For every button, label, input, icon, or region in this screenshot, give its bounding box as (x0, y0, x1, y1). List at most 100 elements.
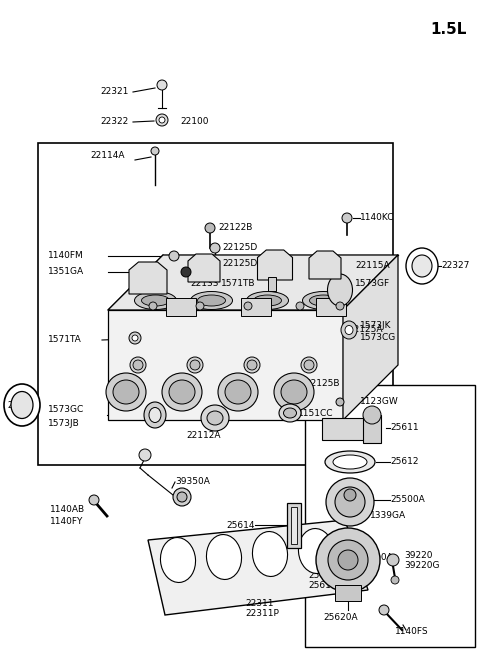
Text: 22321: 22321 (100, 87, 128, 97)
Text: 1.5L: 1.5L (430, 22, 467, 37)
Text: 22114A: 22114A (90, 150, 124, 160)
Circle shape (363, 406, 381, 424)
Text: 25620A: 25620A (308, 570, 343, 579)
Bar (108, 310, 343, 420)
Circle shape (139, 449, 151, 461)
Ellipse shape (279, 404, 301, 422)
Bar (38, 143, 393, 465)
Ellipse shape (284, 408, 297, 418)
Polygon shape (148, 520, 368, 615)
Text: 22100: 22100 (180, 118, 208, 127)
Bar (291, 507, 297, 544)
Text: 39220: 39220 (404, 551, 432, 560)
Bar (305, 385, 475, 647)
Bar (268, 277, 276, 291)
Circle shape (133, 360, 143, 370)
Circle shape (316, 528, 380, 592)
Text: 1151CC: 1151CC (298, 409, 334, 417)
Ellipse shape (274, 373, 314, 411)
Circle shape (336, 398, 344, 406)
Circle shape (326, 478, 374, 526)
Ellipse shape (341, 321, 357, 339)
Bar (363, 415, 381, 443)
Text: 1140FS: 1140FS (395, 627, 429, 637)
Text: 22112A: 22112A (186, 430, 220, 440)
Circle shape (205, 223, 215, 233)
Text: 22125D: 22125D (222, 258, 257, 267)
Polygon shape (309, 251, 341, 279)
Bar (166, 298, 195, 315)
Text: 22311P: 22311P (245, 610, 279, 618)
Ellipse shape (333, 455, 367, 469)
Circle shape (335, 487, 365, 517)
Ellipse shape (197, 295, 226, 306)
Ellipse shape (299, 528, 334, 574)
Ellipse shape (149, 407, 161, 422)
Polygon shape (343, 255, 398, 420)
Text: 22133: 22133 (190, 279, 218, 288)
Ellipse shape (201, 405, 229, 431)
Bar (322, 418, 367, 440)
Ellipse shape (134, 292, 177, 309)
Bar (315, 298, 346, 315)
Ellipse shape (162, 373, 202, 411)
Circle shape (187, 357, 203, 373)
Circle shape (296, 302, 304, 310)
Circle shape (156, 114, 168, 126)
Circle shape (247, 360, 257, 370)
Circle shape (328, 540, 368, 580)
Circle shape (181, 267, 191, 277)
Circle shape (177, 492, 187, 502)
Bar (240, 298, 271, 315)
Text: 25611: 25611 (390, 424, 419, 432)
Text: 1140AB: 1140AB (50, 505, 85, 514)
Text: 1140FY: 1140FY (50, 518, 84, 526)
Ellipse shape (218, 373, 258, 411)
Circle shape (196, 302, 204, 310)
Text: 1351GA: 1351GA (48, 267, 84, 277)
Circle shape (304, 360, 314, 370)
Circle shape (173, 488, 191, 506)
Ellipse shape (207, 411, 223, 425)
Text: 1573CG: 1573CG (360, 332, 396, 342)
Circle shape (387, 554, 399, 566)
Circle shape (210, 243, 220, 253)
Ellipse shape (169, 380, 195, 404)
Text: 25614: 25614 (227, 520, 255, 530)
Bar (335, 585, 361, 601)
Bar (287, 503, 301, 548)
Ellipse shape (191, 292, 232, 309)
Circle shape (159, 117, 165, 123)
Ellipse shape (11, 392, 33, 419)
Ellipse shape (345, 325, 353, 334)
Circle shape (190, 360, 200, 370)
Circle shape (169, 251, 179, 261)
Text: 1573JB: 1573JB (48, 419, 80, 428)
Circle shape (244, 302, 252, 310)
Text: 22311: 22311 (245, 599, 274, 608)
Text: 22327: 22327 (441, 261, 469, 271)
Text: 1571TA: 1571TA (48, 336, 82, 344)
Ellipse shape (106, 373, 146, 411)
Circle shape (129, 332, 141, 344)
Ellipse shape (225, 380, 251, 404)
Ellipse shape (160, 537, 195, 583)
Text: 22122B: 22122B (218, 223, 252, 233)
Circle shape (157, 80, 167, 90)
Text: 1140KC: 1140KC (360, 214, 395, 223)
Text: 1140FM: 1140FM (48, 252, 84, 260)
Text: 1573GF: 1573GF (355, 279, 390, 288)
Text: 22125A: 22125A (348, 325, 383, 334)
Text: 25613A: 25613A (308, 581, 343, 591)
Ellipse shape (247, 292, 288, 309)
Polygon shape (129, 262, 167, 294)
Polygon shape (188, 254, 220, 282)
Ellipse shape (253, 295, 281, 306)
Text: 25500A: 25500A (390, 495, 425, 505)
Ellipse shape (144, 402, 166, 428)
Ellipse shape (310, 295, 337, 306)
Circle shape (130, 357, 146, 373)
Polygon shape (257, 250, 292, 280)
Circle shape (391, 576, 399, 584)
Ellipse shape (142, 295, 169, 306)
